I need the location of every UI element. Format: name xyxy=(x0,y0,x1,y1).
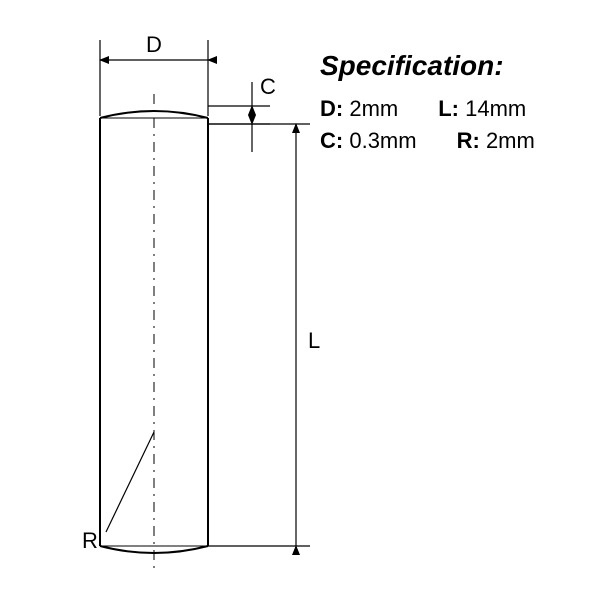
dim-R-leader xyxy=(106,432,154,532)
spec-line-2-v1: 0.3mm xyxy=(349,128,416,153)
dim-R-label: R xyxy=(82,528,98,554)
diagram-canvas: D C L R Specification: D: 2mm L: 14mm C: 0.3mm R… xyxy=(0,0,600,600)
spec-line-2: C: 0.3mm R: 2mm xyxy=(320,128,535,154)
dim-D-label: D xyxy=(146,32,162,58)
spec-title: Specification: xyxy=(320,50,504,82)
spec-line-2-k2: R: xyxy=(457,128,480,153)
technical-drawing xyxy=(0,0,600,600)
spec-line-2-v2: 2mm xyxy=(486,128,535,153)
pin-top-crown xyxy=(100,111,208,118)
dim-L-label: L xyxy=(308,328,320,354)
spec-line-1-k2: L: xyxy=(438,96,459,121)
spec-line-1-v1: 2mm xyxy=(349,96,398,121)
spec-line-1-v2: 14mm xyxy=(465,96,526,121)
dim-C-label: C xyxy=(260,74,276,100)
spec-line-2-k1: C: xyxy=(320,128,343,153)
spec-line-1-k1: D: xyxy=(320,96,343,121)
spec-line-1: D: 2mm L: 14mm xyxy=(320,96,526,122)
